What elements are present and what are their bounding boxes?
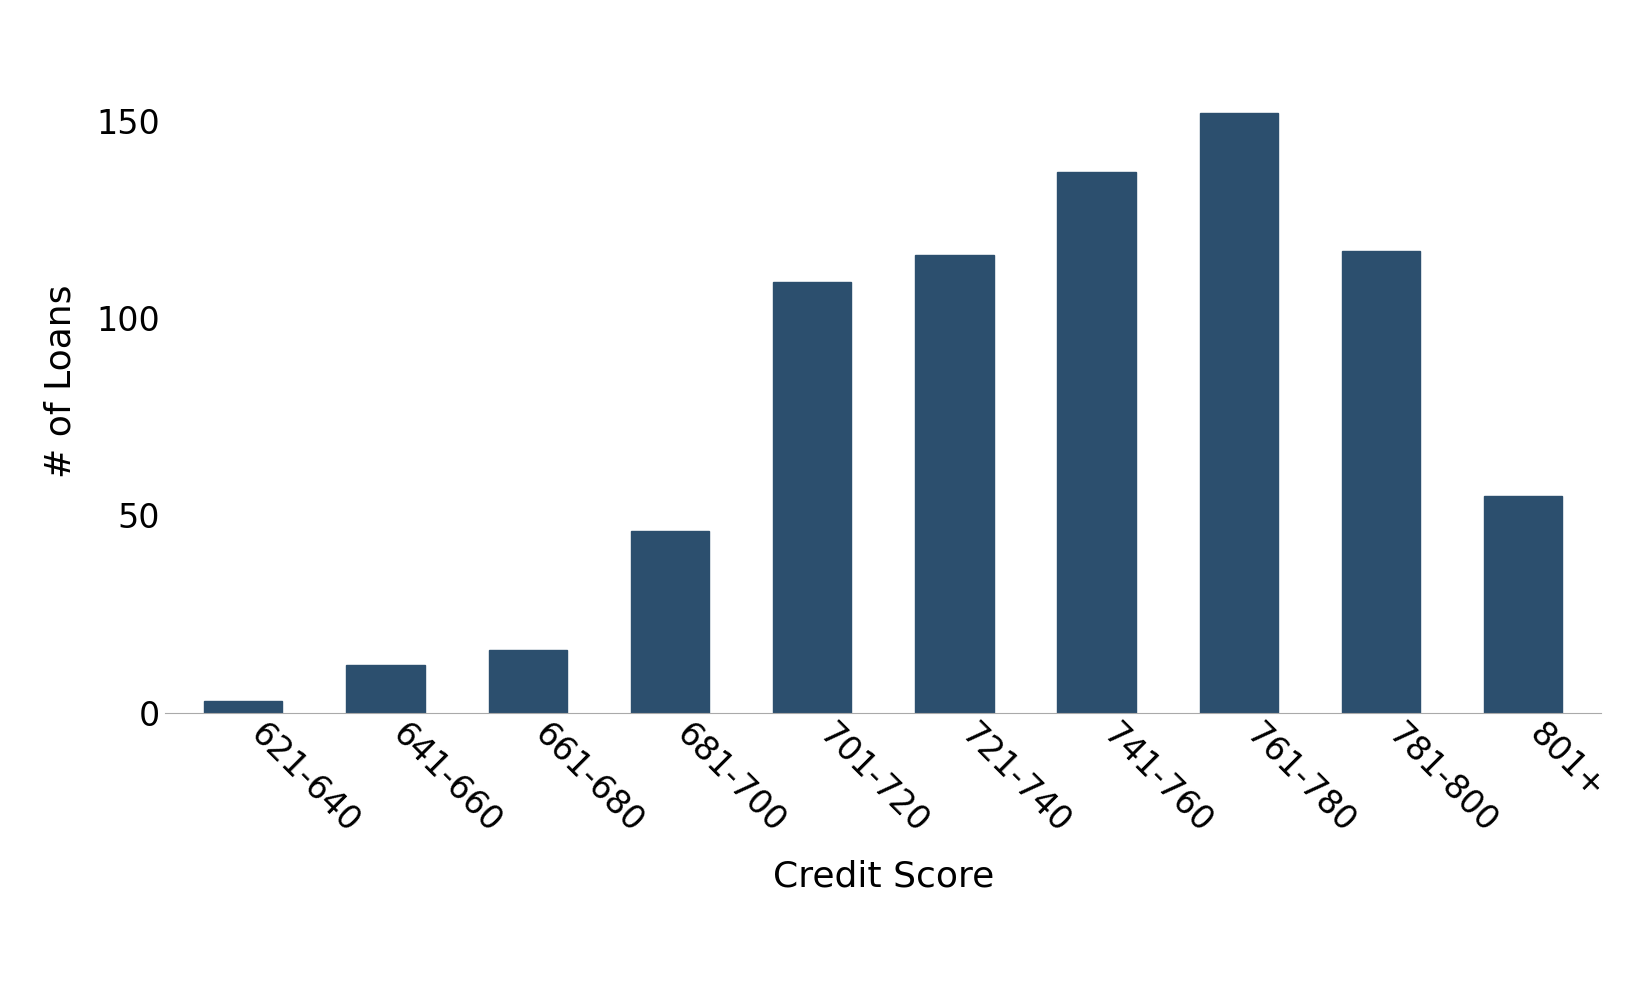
X-axis label: Credit Score: Credit Score: [773, 859, 994, 893]
Bar: [347, 665, 424, 713]
Bar: [773, 282, 852, 713]
Bar: [1484, 496, 1562, 713]
Y-axis label: # of Loans: # of Loans: [43, 284, 78, 478]
Bar: [489, 649, 566, 713]
Bar: [1200, 113, 1278, 713]
Bar: [915, 254, 994, 713]
Bar: [1342, 250, 1420, 713]
Bar: [205, 701, 282, 713]
Bar: [631, 532, 708, 713]
Bar: [1058, 172, 1136, 713]
